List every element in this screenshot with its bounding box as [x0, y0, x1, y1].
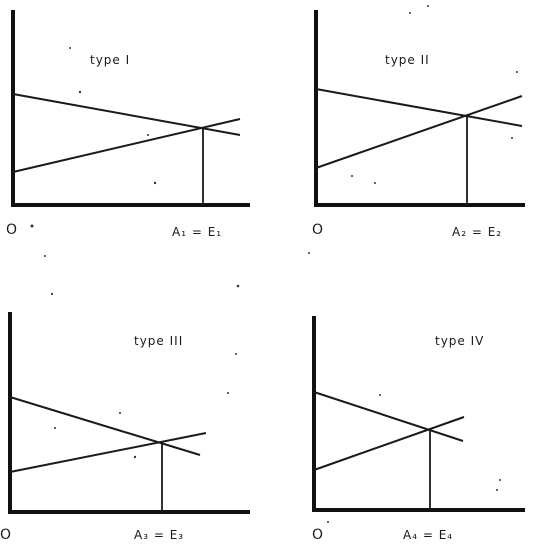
ascending-line: [12, 118, 241, 173]
axis-label: A₁ = E₁: [172, 225, 222, 239]
panel-title: type I: [90, 53, 130, 67]
panel-type-1: type I O A₁ = E₁: [6, 10, 250, 239]
descending-line: [9, 396, 201, 456]
panel-type-2: type II O A₂ = E₂: [312, 10, 525, 239]
ascending-line: [9, 432, 207, 473]
ascending-line: [315, 95, 523, 169]
panel-type-3: type III O A₃ = E₃: [0, 312, 250, 543]
axis-label: A₂ = E₂: [452, 225, 502, 239]
axis-label: A₄ = E₄: [403, 528, 453, 542]
panel-title: type IV: [435, 334, 484, 348]
descending-line: [12, 93, 241, 136]
panel-title: type III: [134, 334, 183, 348]
panel-type-4: type IV O A₄ = E₄: [312, 316, 525, 543]
origin-label: O: [0, 527, 11, 543]
origin-label: O: [6, 222, 17, 238]
origin-label: O: [312, 527, 323, 543]
axes: [314, 10, 525, 207]
descending-line: [315, 88, 523, 127]
panel-title: type II: [385, 53, 430, 67]
origin-label: O: [312, 222, 323, 238]
axis-label: A₃ = E₃: [134, 528, 184, 542]
scan-noise: [30, 5, 518, 523]
axes: [8, 312, 250, 514]
axes: [11, 10, 250, 207]
axes: [312, 316, 525, 512]
descending-line: [313, 391, 464, 442]
ascending-line: [313, 416, 465, 471]
